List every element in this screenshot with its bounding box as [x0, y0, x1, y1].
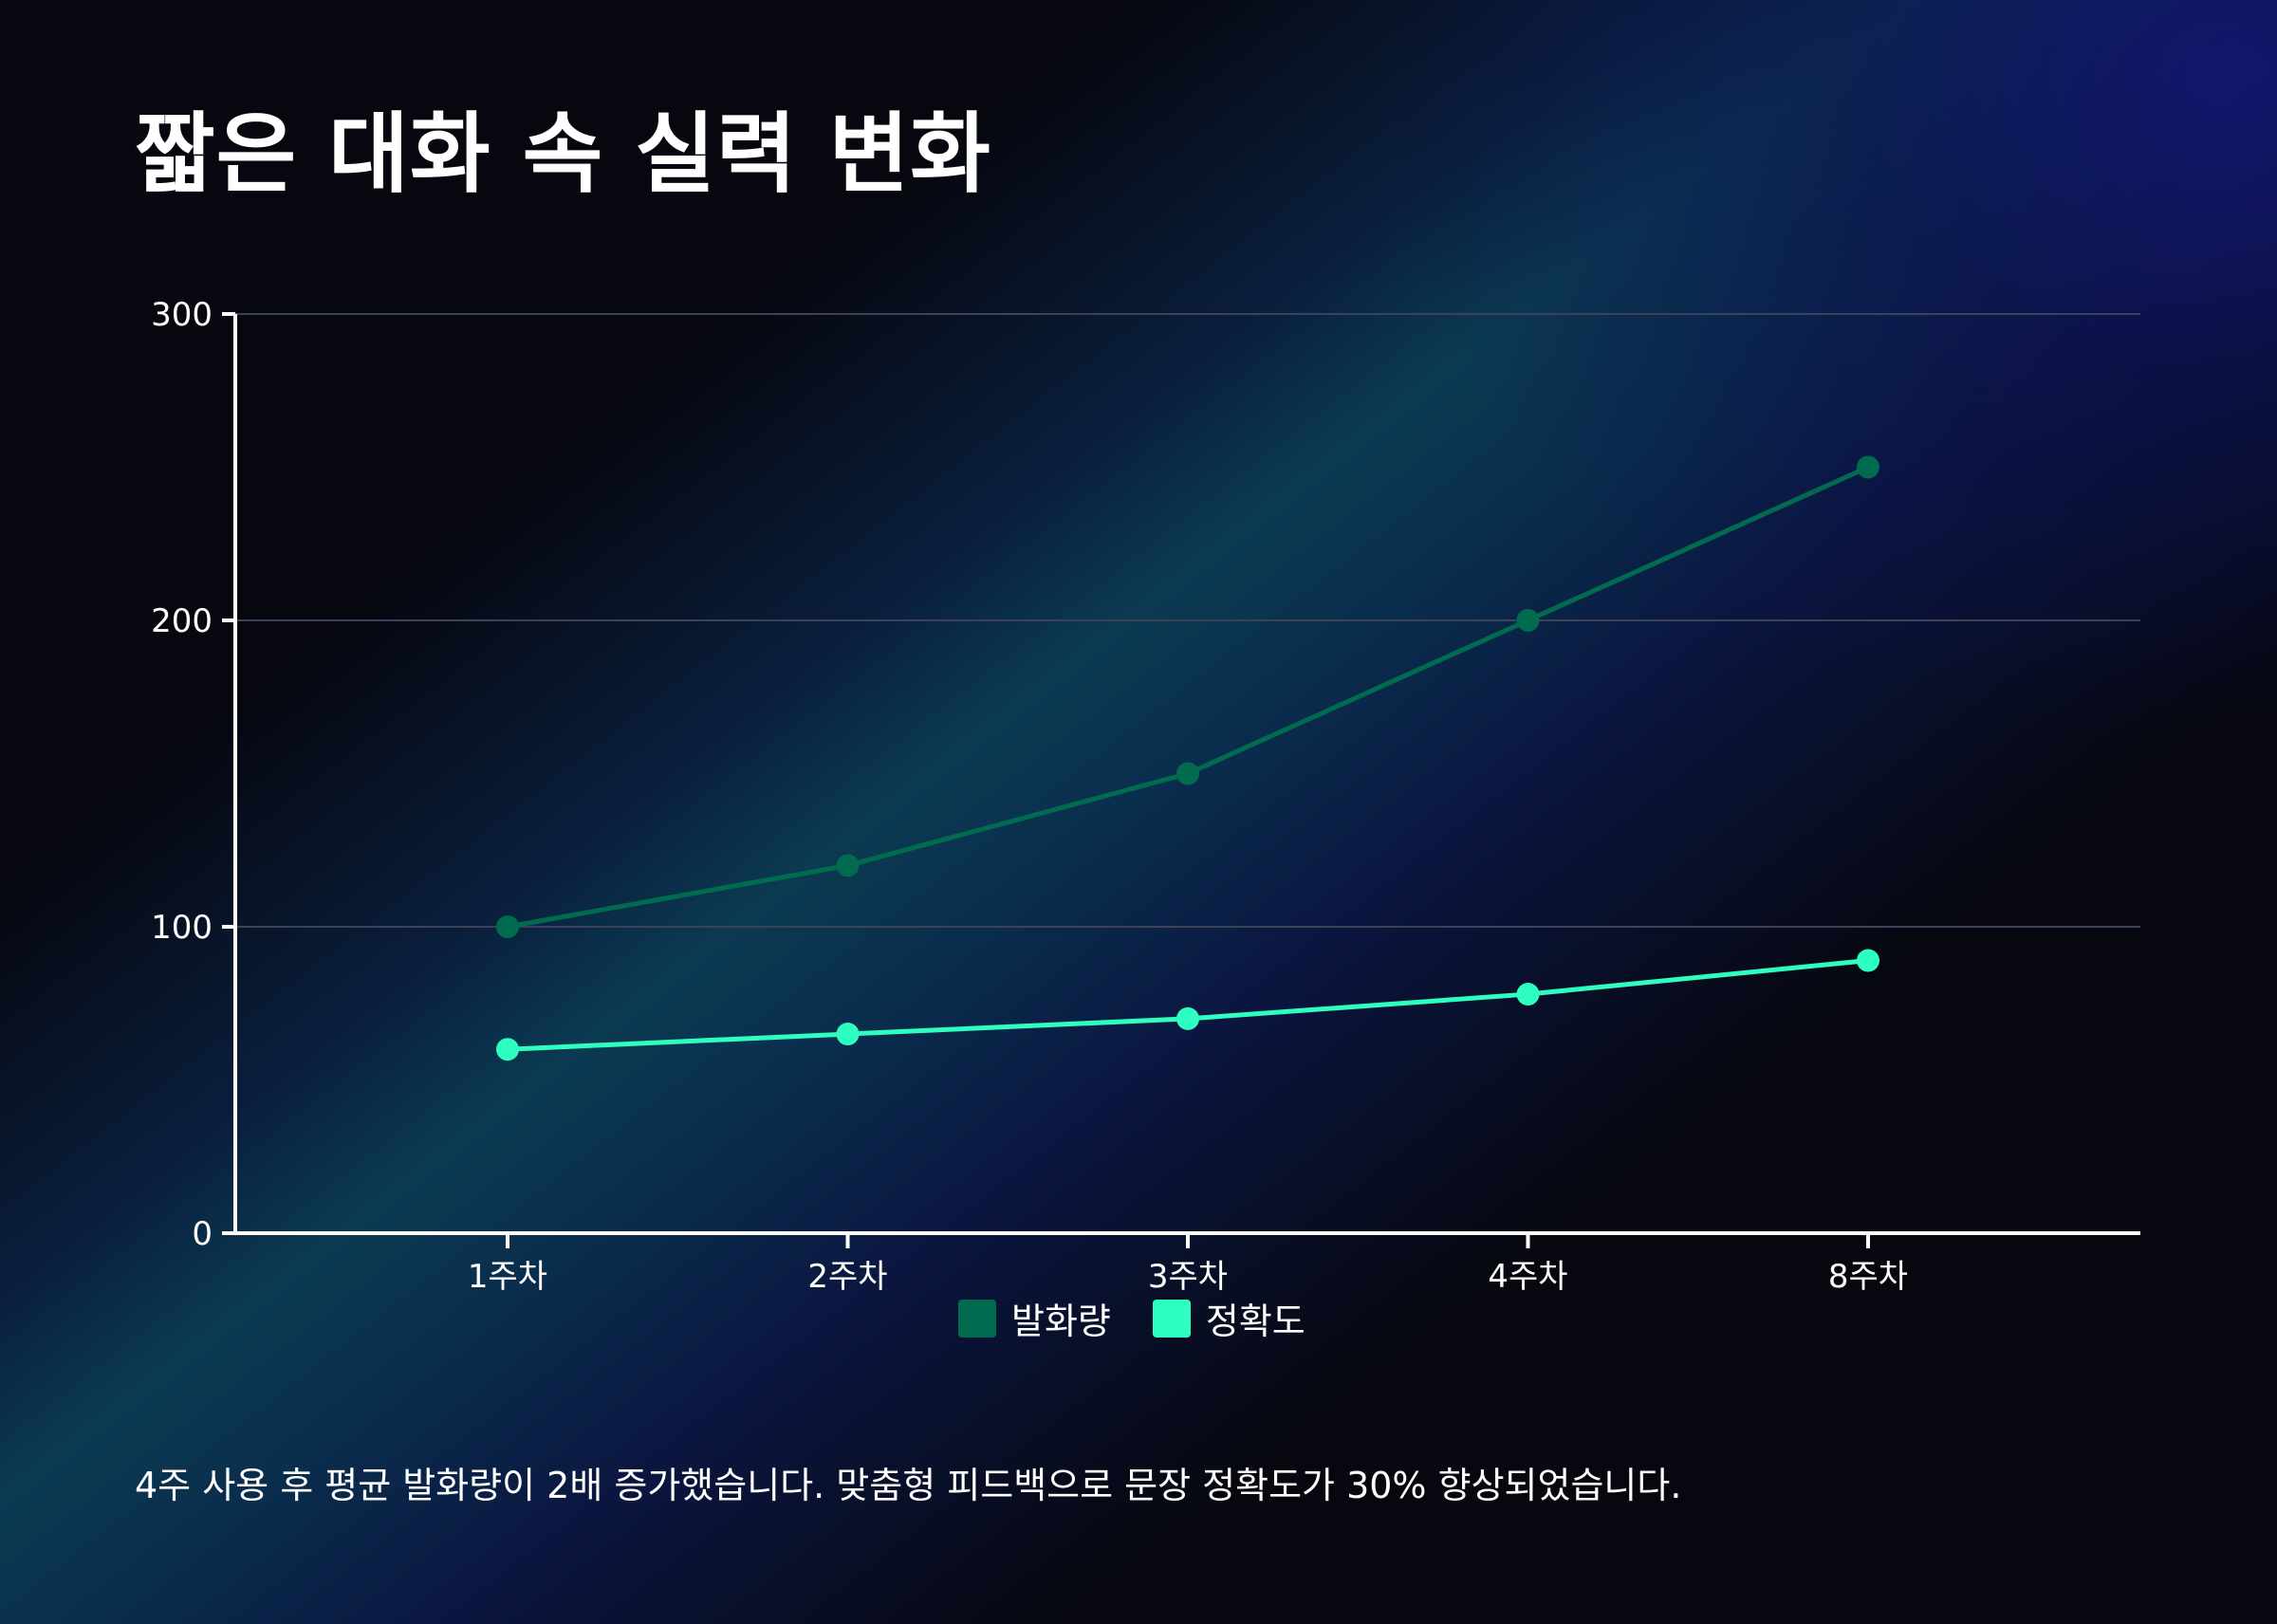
x-tick-label: 1주차 [468, 1258, 547, 1296]
data-point [836, 1023, 860, 1046]
series-line [505, 465, 1871, 930]
x-tick-label: 8주차 [1828, 1258, 1908, 1296]
series-line [505, 958, 1871, 1052]
legend-item-series-2: 정확도 [1152, 1292, 1305, 1344]
data-point [496, 1038, 519, 1061]
grid-lines [235, 313, 2140, 928]
legend-item-series-1: 발화량 [958, 1292, 1111, 1344]
data-point [1857, 949, 1879, 972]
caption: 4주 사용 후 평균 발화량이 2배 증가했습니다. 맞춤형 피드백으로 문장 … [135, 1465, 1682, 1506]
y-ticks: 0 100 200 300 [151, 296, 235, 1253]
data-point [836, 854, 860, 877]
data-point [1516, 609, 1540, 632]
legend-label-series-2: 정확도 [1205, 1301, 1305, 1342]
y-tick-label: 300 [151, 296, 213, 334]
page-title: 짧은 대화 속 실력 변화 [135, 103, 991, 205]
y-tick-label: 200 [151, 602, 213, 640]
data-point [496, 915, 519, 938]
data-point [1176, 1006, 1199, 1030]
data-point [1857, 455, 1879, 479]
data-point [1516, 983, 1540, 1006]
legend-swatch-series-2 [1152, 1299, 1191, 1338]
legend: 발화량 정확도 [958, 1292, 1305, 1344]
x-tick-label: 4주차 [1488, 1258, 1567, 1296]
series-2 [496, 949, 1879, 1061]
x-ticks: 1주차 2주차 3주차 4주차 8주차 [468, 1233, 1908, 1296]
x-tick-label: 2주차 [807, 1258, 887, 1296]
data-point [1176, 762, 1199, 785]
series [496, 455, 1879, 1061]
y-tick-label: 100 [151, 909, 213, 947]
legend-label-series-1: 발화량 [1011, 1301, 1111, 1342]
x-tick-label: 3주차 [1148, 1258, 1228, 1296]
series-1 [496, 455, 1879, 938]
legend-swatch-series-1 [958, 1299, 996, 1338]
y-tick-label: 0 [192, 1215, 213, 1253]
